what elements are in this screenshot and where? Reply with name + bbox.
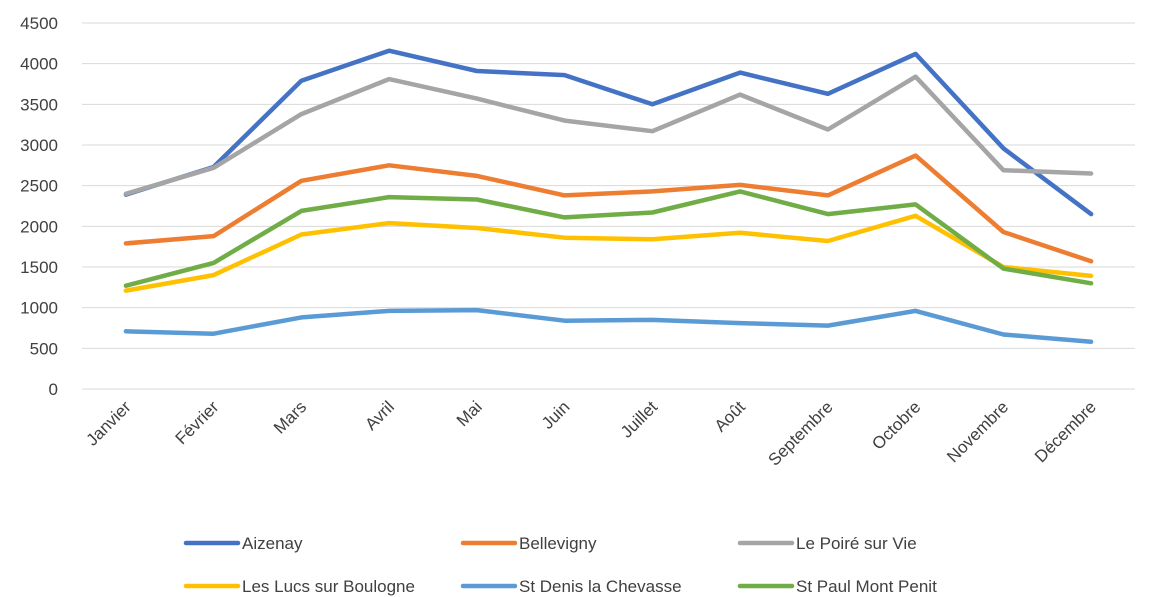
y-tick-label: 3500 bbox=[20, 95, 58, 114]
series-line-2 bbox=[123, 74, 1094, 197]
y-tick-label: 2000 bbox=[20, 217, 58, 236]
y-tick-label: 1000 bbox=[20, 299, 58, 318]
legend-label: St Denis la Chevasse bbox=[519, 577, 682, 596]
x-tick-label: Novembre bbox=[943, 397, 1012, 466]
y-tick-label: 1500 bbox=[20, 258, 58, 277]
y-tick-label: 2500 bbox=[20, 177, 58, 196]
series-lines bbox=[123, 48, 1094, 345]
x-tick-label: Décembre bbox=[1031, 397, 1100, 466]
x-tick-label: Juillet bbox=[617, 397, 661, 441]
y-tick-label: 0 bbox=[49, 380, 58, 399]
y-tick-label: 3000 bbox=[20, 136, 58, 155]
x-tick-label: Août bbox=[711, 397, 749, 435]
y-axis-tick-labels: 0 500 1000 1500 2000 2500 3000 3500 4000 4500 bbox=[20, 14, 58, 399]
x-tick-label: Septembre bbox=[764, 397, 836, 469]
legend-label: Bellevigny bbox=[519, 534, 597, 553]
legend-label: St Paul Mont Penit bbox=[796, 577, 937, 596]
x-axis-tick-labels: Janvier Février Mars Avril Mai Juin Juillet Aoû… bbox=[83, 397, 1100, 469]
series-line-0 bbox=[123, 48, 1094, 217]
legend-label: Le Poiré sur Vie bbox=[796, 534, 917, 553]
legend: Aizenay Bellevigny Le Poiré sur Vie Les Luc… bbox=[183, 534, 937, 596]
series-line-3 bbox=[123, 213, 1094, 293]
y-tick-label: 4500 bbox=[20, 14, 58, 33]
x-tick-label: Octobre bbox=[868, 397, 924, 453]
gridlines bbox=[82, 22, 1135, 390]
y-tick-label: 500 bbox=[30, 339, 58, 358]
series-line-4 bbox=[123, 307, 1094, 345]
x-tick-label: Janvier bbox=[83, 397, 135, 449]
x-tick-label: Mars bbox=[270, 397, 310, 437]
series-line-5 bbox=[123, 189, 1094, 288]
legend-label: Aizenay bbox=[242, 534, 303, 553]
x-tick-label: Avril bbox=[361, 397, 398, 434]
x-tick-label: Mai bbox=[453, 397, 486, 430]
x-tick-label: Février bbox=[172, 397, 223, 448]
series-line-1 bbox=[123, 153, 1094, 264]
y-tick-label: 4000 bbox=[20, 55, 58, 74]
legend-label: Les Lucs sur Boulogne bbox=[242, 577, 415, 596]
x-tick-label: Juin bbox=[538, 397, 573, 432]
